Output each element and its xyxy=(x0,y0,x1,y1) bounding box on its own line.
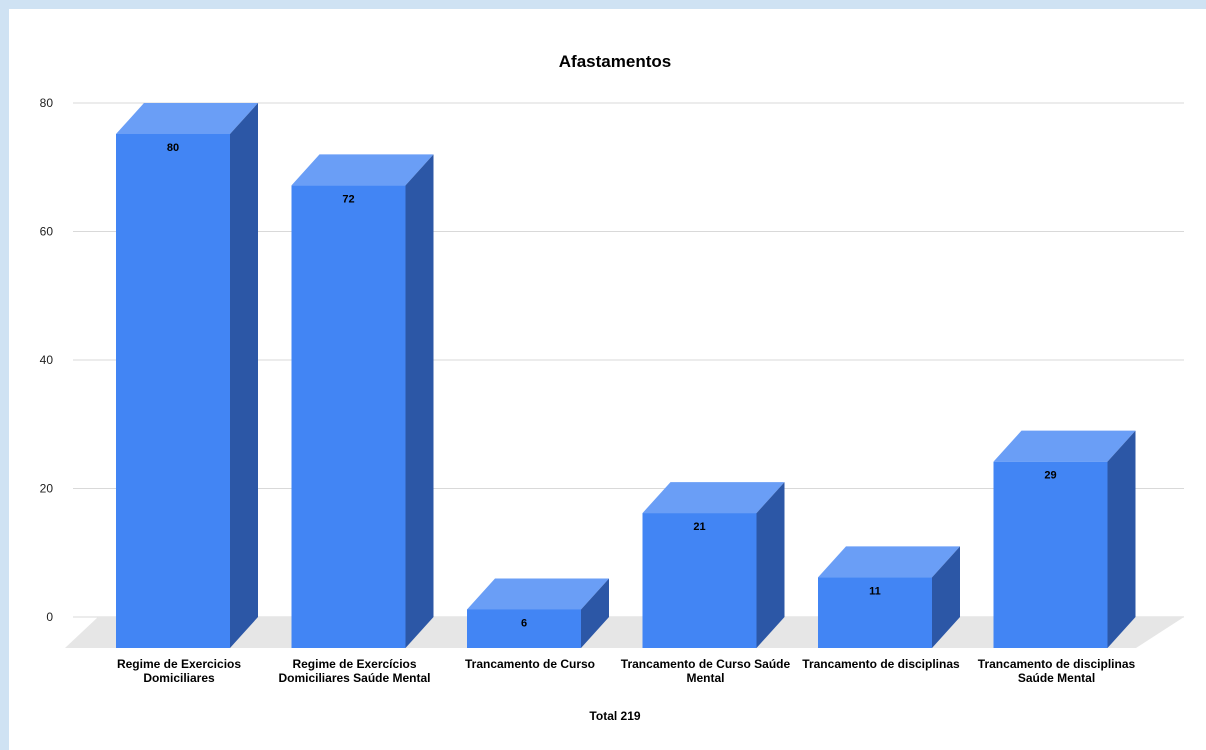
bar-front xyxy=(993,461,1108,648)
bar-top xyxy=(291,154,434,186)
x-axis-title: Total 219 xyxy=(589,709,640,723)
bar-side xyxy=(230,103,258,648)
bar-front xyxy=(818,577,932,648)
bar-side xyxy=(405,154,434,648)
chart-title: Afastamentos xyxy=(559,52,671,71)
x-tick-label: Trancamento de disciplinas Saúde Mental xyxy=(978,657,1136,685)
bar-side xyxy=(932,546,960,648)
x-tick-label: Trancamento de disciplinas xyxy=(802,657,960,671)
bar: 72 xyxy=(291,154,434,648)
x-tick-label: Trancamento de Curso xyxy=(465,657,595,671)
y-tick-label: 20 xyxy=(40,482,54,496)
bar-side xyxy=(756,482,785,648)
data-label: 6 xyxy=(521,617,527,629)
bar: 11 xyxy=(818,546,960,648)
bar-front xyxy=(642,513,757,648)
x-axis-labels: Regime de Exercicios Domiciliares Regime d… xyxy=(117,657,1136,685)
bar-chart: Afastamentos 0 20 40 60 80 80 72 6 21 11 29 Regim… xyxy=(40,52,1184,723)
x-tick-label: Regime de Exercícios Domiciliares Saúde M… xyxy=(278,657,430,685)
bar-top xyxy=(642,482,785,514)
bar-top xyxy=(993,430,1136,462)
data-label: 21 xyxy=(693,521,705,533)
y-tick-label: 40 xyxy=(40,353,54,367)
y-tick-label: 80 xyxy=(40,96,54,110)
bar-front xyxy=(291,185,406,648)
data-label: 29 xyxy=(1044,470,1056,482)
bar: 29 xyxy=(993,430,1136,648)
bar: 21 xyxy=(642,482,785,648)
bar-side xyxy=(581,578,609,648)
bar: 6 xyxy=(467,578,609,648)
bar-front xyxy=(467,609,581,648)
x-tick-label: Trancamento de Curso Saúde Mental xyxy=(621,657,791,685)
bar: 80 xyxy=(116,103,258,648)
bar-top xyxy=(818,546,960,578)
x-tick-label: Regime de Exercicios Domiciliares xyxy=(117,657,241,685)
bars: 80 72 6 21 11 29 xyxy=(116,103,1136,648)
chart-card: Afastamentos 0 20 40 60 80 80 72 6 21 11 29 Regim… xyxy=(9,9,1206,750)
y-tick-label: 0 xyxy=(46,610,53,624)
data-label: 72 xyxy=(342,193,354,205)
data-label: 11 xyxy=(869,585,881,597)
bar-front xyxy=(116,134,230,648)
data-label: 80 xyxy=(167,142,179,154)
bar-top xyxy=(116,103,258,134)
y-axis-ticks: 0 20 40 60 80 xyxy=(40,96,54,624)
bar-side xyxy=(1107,430,1136,648)
y-tick-label: 60 xyxy=(40,225,54,239)
bar-top xyxy=(467,578,609,610)
